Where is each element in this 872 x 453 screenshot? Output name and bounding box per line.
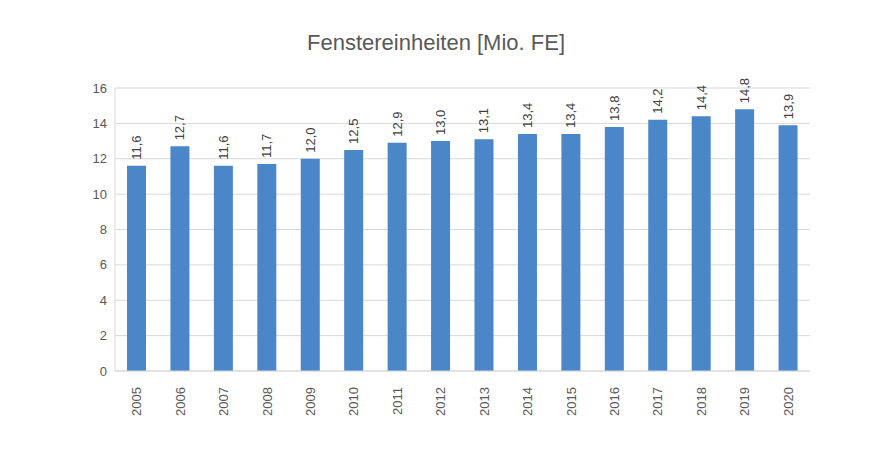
svg-text:12,0: 12,0 [303,127,318,152]
svg-text:14: 14 [93,116,107,131]
svg-text:2012: 2012 [433,387,448,416]
svg-text:12: 12 [93,151,107,166]
svg-text:11,6: 11,6 [129,135,144,159]
svg-text:2010: 2010 [346,387,361,416]
svg-text:2018: 2018 [694,387,709,416]
svg-text:2: 2 [100,328,107,343]
svg-text:2005: 2005 [129,387,144,416]
svg-text:2007: 2007 [216,387,231,416]
svg-text:13,8: 13,8 [607,96,622,121]
svg-text:12,9: 12,9 [390,112,405,137]
svg-text:13,1: 13,1 [477,108,492,133]
svg-text:2020: 2020 [781,387,796,416]
svg-text:13,4: 13,4 [563,103,578,128]
svg-text:14,4: 14,4 [694,85,709,110]
svg-text:11,7: 11,7 [259,134,274,158]
svg-text:2008: 2008 [260,387,275,416]
svg-text:11,6: 11,6 [216,135,231,159]
svg-text:2009: 2009 [303,387,318,416]
svg-text:2017: 2017 [650,387,665,416]
svg-text:10: 10 [93,187,107,202]
svg-text:12,5: 12,5 [346,119,361,144]
svg-text:4: 4 [100,293,107,308]
svg-text:6: 6 [100,257,107,272]
svg-text:14,2: 14,2 [650,89,665,114]
svg-text:2014: 2014 [520,387,535,416]
svg-text:13,0: 13,0 [433,110,448,135]
svg-text:16: 16 [93,81,107,96]
svg-text:0: 0 [100,364,107,379]
svg-text:2015: 2015 [564,387,579,416]
svg-text:13,4: 13,4 [520,103,535,128]
svg-text:12,7: 12,7 [172,115,187,140]
svg-text:13,9: 13,9 [781,94,796,119]
svg-text:2011: 2011 [390,387,405,415]
svg-text:2013: 2013 [477,387,492,416]
svg-text:2006: 2006 [173,387,188,416]
svg-text:8: 8 [100,222,107,237]
svg-text:2016: 2016 [607,387,622,416]
svg-text:14,8: 14,8 [737,78,752,103]
svg-text:2019: 2019 [737,387,752,416]
html-text:Fenstereinheiten [Mio. FE]: Fenstereinheiten [Mio. FE] [307,30,565,55]
